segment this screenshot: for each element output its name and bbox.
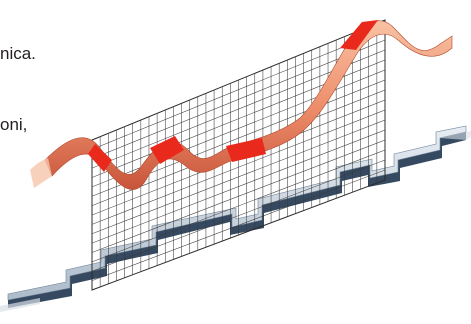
grid-horizontal-line xyxy=(92,139,385,253)
grid-horizontal-line xyxy=(92,109,385,225)
sampled-highlight-3 xyxy=(226,138,266,162)
grid-horizontal-line xyxy=(92,169,385,281)
digital-ribbon-side xyxy=(8,132,466,308)
analog-signal-ribbon xyxy=(30,20,453,190)
grid-horizontal-line xyxy=(92,129,385,244)
sampled-highlight-2 xyxy=(150,136,184,164)
grid-horizontal-line xyxy=(92,119,385,235)
digital-ribbon-tail-right xyxy=(440,131,471,140)
caption-fragment-2: oni, xyxy=(0,115,28,134)
digital-ribbon-face xyxy=(7,125,467,301)
digital-signal-ribbon xyxy=(0,125,471,312)
analog-ribbon-tail-left xyxy=(30,158,52,188)
grid-horizontal-line xyxy=(92,39,385,160)
grid-horizontal-line xyxy=(92,29,385,150)
digital-ribbon-tail-left xyxy=(0,298,40,312)
caption-fragment-1: nica. xyxy=(0,44,36,63)
grid-horizontal-line xyxy=(92,159,385,272)
grid-horizontal-line xyxy=(92,149,385,263)
sampled-highlight-4 xyxy=(340,20,378,50)
sampled-highlight-1 xyxy=(88,144,112,172)
